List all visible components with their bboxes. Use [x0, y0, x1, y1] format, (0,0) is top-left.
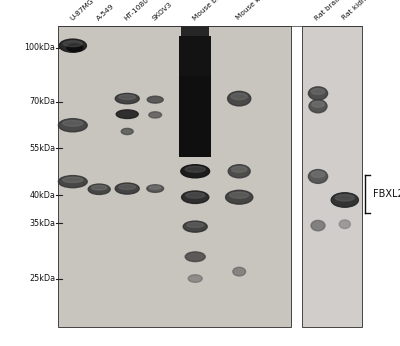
Ellipse shape	[115, 93, 139, 104]
Ellipse shape	[335, 194, 354, 201]
Ellipse shape	[230, 192, 249, 198]
Text: U-87MG: U-87MG	[69, 0, 95, 21]
Ellipse shape	[308, 170, 328, 183]
Text: 70kDa: 70kDa	[29, 97, 55, 106]
Ellipse shape	[228, 91, 251, 106]
Ellipse shape	[185, 252, 205, 262]
Ellipse shape	[233, 267, 246, 276]
Bar	[302, 26, 362, 327]
Ellipse shape	[311, 220, 325, 231]
Ellipse shape	[58, 176, 87, 188]
Text: Mouse brain: Mouse brain	[191, 0, 229, 21]
Ellipse shape	[232, 166, 247, 172]
Ellipse shape	[63, 120, 83, 126]
Text: Mouse kidney: Mouse kidney	[235, 0, 277, 21]
Ellipse shape	[67, 44, 83, 52]
Bar	[179, 76, 211, 157]
Ellipse shape	[121, 128, 133, 135]
Ellipse shape	[226, 190, 253, 204]
Text: 40kDa: 40kDa	[29, 191, 55, 200]
Text: FBXL2: FBXL2	[373, 189, 400, 199]
Ellipse shape	[63, 41, 82, 47]
Ellipse shape	[309, 100, 327, 113]
Ellipse shape	[88, 184, 110, 194]
Ellipse shape	[311, 171, 325, 177]
Text: A-549: A-549	[95, 3, 115, 21]
Text: 55kDa: 55kDa	[29, 144, 55, 153]
Ellipse shape	[308, 87, 328, 100]
Bar	[179, 36, 211, 76]
Ellipse shape	[147, 185, 164, 192]
Text: 100kDa: 100kDa	[24, 43, 55, 52]
Ellipse shape	[58, 119, 87, 132]
Bar	[181, 26, 209, 36]
Text: Rat kidney: Rat kidney	[341, 0, 374, 21]
Ellipse shape	[311, 89, 325, 94]
Ellipse shape	[115, 183, 139, 194]
Ellipse shape	[59, 39, 86, 52]
Bar	[58, 26, 291, 327]
Ellipse shape	[186, 192, 205, 198]
Ellipse shape	[181, 165, 210, 178]
Ellipse shape	[312, 101, 324, 107]
Ellipse shape	[149, 112, 162, 118]
Text: HT-1080: HT-1080	[123, 0, 150, 21]
Ellipse shape	[185, 166, 205, 172]
Text: 25kDa: 25kDa	[29, 274, 55, 283]
Text: Rat brain: Rat brain	[314, 0, 343, 21]
Ellipse shape	[119, 95, 136, 99]
Ellipse shape	[187, 222, 204, 227]
Ellipse shape	[63, 177, 83, 183]
Ellipse shape	[92, 185, 107, 190]
Text: 35kDa: 35kDa	[29, 219, 55, 228]
Ellipse shape	[149, 186, 161, 189]
Ellipse shape	[231, 93, 247, 100]
Ellipse shape	[182, 191, 209, 203]
Ellipse shape	[228, 165, 250, 178]
Ellipse shape	[119, 184, 136, 189]
Ellipse shape	[188, 275, 202, 282]
Ellipse shape	[339, 220, 350, 229]
Ellipse shape	[116, 110, 138, 118]
Ellipse shape	[331, 193, 358, 207]
Ellipse shape	[183, 221, 207, 232]
Text: SKOV3: SKOV3	[151, 1, 173, 21]
Ellipse shape	[147, 96, 163, 103]
